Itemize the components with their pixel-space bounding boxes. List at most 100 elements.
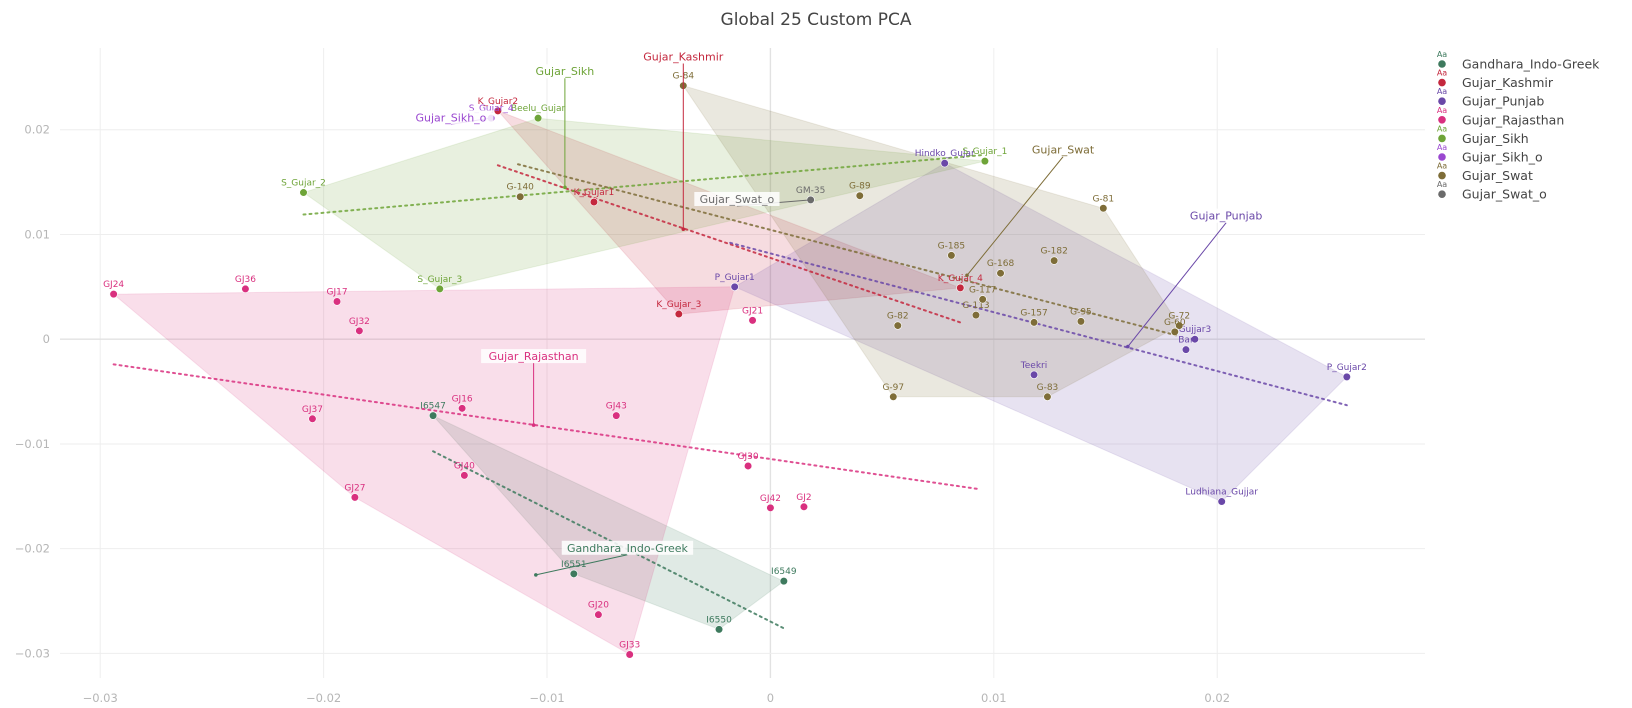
point-label-GJ33: GJ33	[619, 640, 640, 650]
point-I6549	[779, 577, 788, 586]
legend-marker-text: Aa	[1437, 50, 1447, 59]
legend-label-Gujar_Rajasthan: Gujar_Rajasthan	[1462, 112, 1564, 127]
annotation-Gujar_Swat: Gujar_Swat	[1032, 144, 1095, 157]
point-S_Gujar_2	[299, 188, 308, 197]
y-tick-label: 0.02	[24, 123, 50, 137]
legend-marker-text: Aa	[1437, 69, 1447, 78]
annotation-dot-Gujar_Punjab	[1126, 344, 1130, 349]
annotation-dot-Gujar_Kashmir	[681, 227, 686, 232]
point-G-117	[978, 295, 987, 304]
point-G-182	[1050, 256, 1059, 265]
legend-marker-text: Aa	[1437, 143, 1447, 152]
point-label-S_Gujar_1: S_Gujar_1	[962, 147, 1007, 157]
point-P_Gujar2	[1342, 372, 1351, 382]
legend-swatch-Gujar_Punjab	[1438, 97, 1446, 105]
annotation-Gujar_Rajasthan: Gujar_Rajasthan	[489, 350, 579, 363]
annotation-Gujar_Punjab: Gujar_Punjab	[1190, 210, 1262, 223]
point-label-G-81: G-81	[1092, 194, 1114, 204]
point-label-I6547: I6547	[420, 402, 446, 412]
point-G-72	[1175, 321, 1184, 330]
annotation-dot-Gujar_Swat	[965, 273, 969, 278]
point-K_Gujar1	[589, 197, 599, 207]
point-label-G-182: G-182	[1040, 247, 1067, 257]
point-Teekri	[1029, 370, 1039, 379]
point-K_Gujar2	[493, 106, 502, 115]
point-label-G-117: G-117	[969, 285, 996, 295]
point-label-G-83: G-83	[1037, 383, 1059, 393]
series-annotations: Gandhara_Indo-Greek Gujar_Kashmir Gujar_Pu…	[408, 49, 1269, 577]
point-GJ36	[241, 284, 250, 294]
annotation-arrow-Gandhara_Indo-Greek	[535, 554, 628, 576]
point-label-G-95: G-95	[1070, 307, 1092, 317]
point-label-K_Gujar1: K_Gujar1	[574, 188, 615, 198]
point-label-GJ36: GJ36	[235, 275, 256, 285]
hulls	[112, 84, 1348, 656]
annotation-bg-Gandhara_Indo-Greek	[561, 540, 694, 555]
point-label-Ludhiana_Gujjar: Ludhiana_Gujjar	[1185, 488, 1258, 498]
legend-swatch-Gujar_Sikh	[1438, 134, 1446, 143]
point-label-G-60: G-60	[1164, 318, 1186, 328]
point-label-K_Gujar_3: K_Gujar_3	[656, 300, 701, 310]
legend-marker-text: Aa	[1437, 87, 1447, 96]
point-label-GJ17: GJ17	[326, 287, 347, 297]
legend-marker-text: Aa	[1437, 180, 1447, 189]
annotation-Gujar_Kashmir: Gujar_Kashmir	[643, 51, 724, 64]
point-label-GJ32: GJ32	[349, 317, 370, 327]
axes: −0.03 −0.02 −0.01 0 0.01 0.02 −0.03 −0.02 −0.01 0…	[15, 123, 1230, 705]
point-I6550	[714, 625, 724, 634]
trend-line-Gujar_Sikh	[302, 153, 986, 216]
annotation-arrow-Gujar_Punjab	[1127, 222, 1227, 347]
point-label-G-72: G-72	[1168, 312, 1190, 322]
annotation-bg-Gujar_Sikh	[528, 64, 601, 79]
y-tick-label: −0.02	[15, 542, 50, 556]
point-GJ40	[460, 471, 469, 480]
point-label-GJ42: GJ42	[760, 494, 781, 504]
point-label-Bar: Bar	[1178, 336, 1194, 346]
point-label-G-168: G-168	[987, 259, 1015, 269]
point-Beelu_Gujar	[533, 114, 543, 123]
point-label-I6549: I6549	[771, 567, 797, 577]
point-label-S_Gujar_2: S_Gujar_2	[281, 179, 326, 189]
point-K_Gujar_4	[956, 283, 965, 292]
point-G-81	[1099, 204, 1108, 213]
chart-title: Global 25 Custom PCA	[721, 10, 912, 30]
point-G-157	[1029, 318, 1039, 327]
point-label-K_Gujar2: K_Gujar2	[478, 97, 519, 107]
point-Ludhiana_Gujjar	[1217, 497, 1226, 506]
point-GJ32	[355, 326, 364, 335]
point-label-K_Gujar_4: K_Gujar_4	[938, 274, 983, 284]
trend-line-Gujar_Punjab	[729, 241, 1348, 407]
trend-line-Gujar_Kashmir	[496, 164, 962, 324]
trend-line-Gujar_Swat	[516, 163, 1181, 338]
point-G-89	[855, 191, 864, 200]
point-Hindko_Gujar	[940, 159, 949, 168]
point-P_Gujar1	[730, 282, 739, 291]
y-tick-label: 0.01	[24, 227, 50, 241]
trend-lines	[112, 153, 1348, 630]
point-GJ43	[612, 411, 621, 420]
annotation-dot-Gujar_Rajasthan	[531, 423, 536, 427]
point-I6547	[428, 411, 438, 420]
point-G-168	[996, 269, 1005, 278]
point-label-GJ27: GJ27	[344, 483, 365, 493]
trend-line-Gujar_Rajasthan	[112, 363, 980, 490]
legend: Aa Gandhara_Indo-Greek Aa Gujar_Kashmir Aa Gu…	[1437, 50, 1600, 202]
annotation-dot-Gujar_Sikh	[563, 185, 567, 190]
legend-swatch-Gujar_Rajasthan	[1438, 116, 1446, 124]
x-tick-label: −0.02	[306, 691, 341, 705]
x-tick-label: −0.03	[83, 691, 118, 705]
point-S_Gujar_3	[435, 284, 444, 294]
point-label-S_Gujar_4: S_Gujar_4	[469, 104, 514, 114]
point-label-GJ16: GJ16	[452, 394, 473, 404]
y-tick-label: −0.03	[15, 646, 50, 660]
annotation-Gujar_Sikh: Gujar_Sikh	[536, 65, 595, 78]
point-I6551	[569, 569, 578, 578]
annotation-bg-Gujar_Swat_o	[694, 191, 780, 206]
annotation-dot-Gujar_Swat_o	[808, 198, 813, 202]
point-G-140	[516, 192, 525, 201]
point-label-Teekri: Teekri	[1020, 361, 1047, 371]
point-label-GJ40: GJ40	[454, 461, 475, 471]
point-label-Gujjar3: Gujjar3	[1179, 325, 1212, 335]
legend-label-Gujar_Swat: Gujar_Swat	[1462, 168, 1533, 183]
point-label-P_Gujar2: P_Gujar2	[1327, 363, 1367, 373]
